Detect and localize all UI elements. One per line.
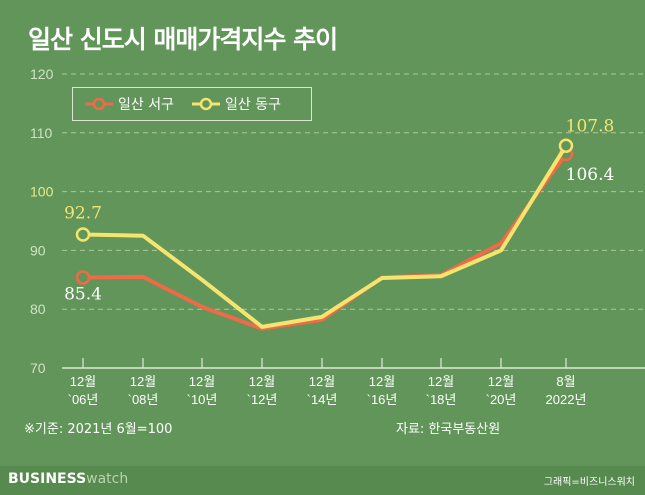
data-label: 106.4 <box>566 165 615 185</box>
line-chart: 70 80 90 100 110 120 12월 `06년 12월 `08년 12월 `10년 12월 `… <box>30 66 645 407</box>
x-tick-label: 12월 <box>369 374 395 389</box>
legend-label: 일산 서구 <box>118 97 174 113</box>
x-tick-label: 12월 <box>70 374 96 389</box>
x-tick-label: 12월 <box>488 374 514 389</box>
x-tick-label: `20년 <box>486 392 517 407</box>
x-tick-label: 12월 <box>428 374 454 389</box>
y-tick-label: 110 <box>30 125 53 141</box>
y-tick-label: 80 <box>30 301 46 317</box>
x-tick-label: `08년 <box>128 392 159 407</box>
legend-item-dong-gu: 일산 동구 <box>191 94 281 114</box>
x-tick-label: 12월 <box>130 374 156 389</box>
data-label: 107.8 <box>566 117 615 137</box>
x-tick-label: 12월 <box>249 374 275 389</box>
base-note: ※기준: 2021년 6월=100 <box>24 422 173 437</box>
x-tick-label: 12월 <box>189 374 215 389</box>
x-tick-label: `12년 <box>247 392 278 407</box>
x-tick-label: `16년 <box>367 392 398 407</box>
legend-label: 일산 동구 <box>224 97 281 113</box>
y-tick-label: 120 <box>30 66 54 82</box>
x-tick-label: `18년 <box>426 392 457 407</box>
data-label: 85.4 <box>64 284 102 304</box>
x-tick-label: 12월 <box>309 374 335 389</box>
y-tick-label: 70 <box>30 360 46 376</box>
y-tick-label: 90 <box>30 242 46 258</box>
x-tick-label: `14년 <box>307 392 338 407</box>
graphic-credit: 그래픽=비즈니스워치 <box>543 477 635 488</box>
x-tick-label: `10년 <box>187 392 218 407</box>
legend-marker-icon <box>191 97 220 111</box>
legend: 일산 서구 일산 동구 <box>72 87 312 121</box>
brand-light: watch <box>86 471 129 487</box>
legend-item-seo-gu: 일산 서구 <box>85 94 174 114</box>
data-point-marker <box>558 138 574 153</box>
x-tick-label: 2022년 <box>546 392 587 407</box>
data-point-marker <box>75 270 91 285</box>
y-tick-label: 100 <box>30 184 54 200</box>
series-line-0 <box>82 152 568 331</box>
legend-marker-icon <box>85 97 113 111</box>
series-line-1 <box>82 144 568 329</box>
brand-bold: BUSINESS <box>8 471 87 487</box>
x-tick-label: `06년 <box>68 392 99 407</box>
chart-title: 일산 신도시 매매가격지수 추이 <box>28 25 338 54</box>
brand-logo: BUSINESSwatch <box>8 471 128 487</box>
footer: BUSINESSwatch 그래픽=비즈니스워치 <box>0 466 645 495</box>
source-note: 자료: 한국부동산원 <box>396 422 501 437</box>
data-point-marker <box>75 227 91 242</box>
data-label: 92.7 <box>64 204 102 224</box>
x-tick-label: 8월 <box>556 374 575 389</box>
